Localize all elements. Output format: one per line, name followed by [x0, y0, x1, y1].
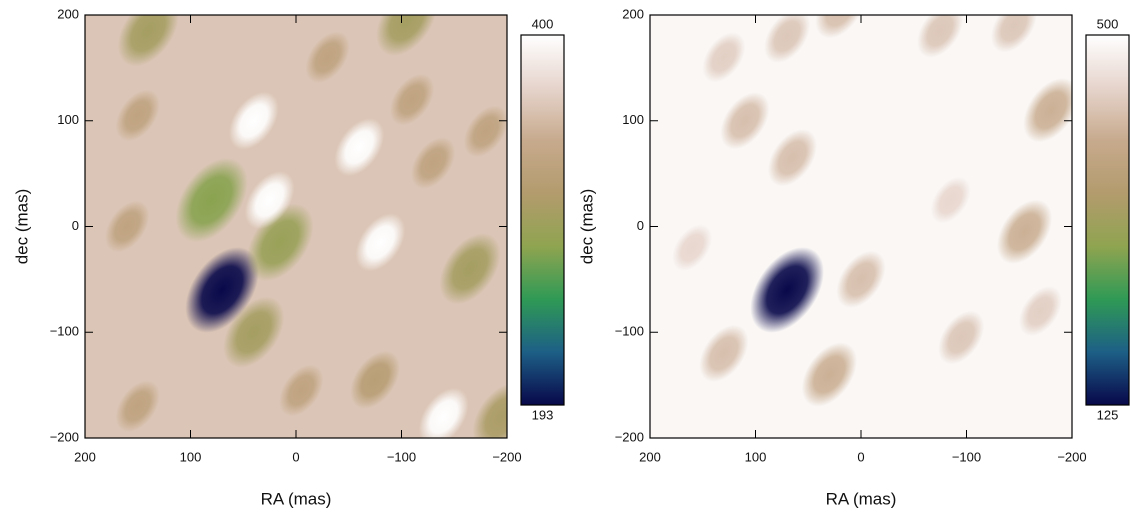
heatmap-feature [115, 380, 160, 433]
heatmap-feature [244, 171, 295, 230]
heatmap-panel: 200 100 0 −100 −200 −200 −100 0 100 200 RA (mas) de… [12, 6, 565, 508]
y-tick-label: −200 [615, 429, 644, 444]
x-tick-label: −100 [387, 449, 416, 464]
heatmap-feature [815, 15, 865, 39]
y-tick-label: 100 [622, 112, 644, 127]
y-tick-label: 0 [637, 218, 644, 233]
y-tick-label: −200 [50, 429, 79, 444]
y-axis-title: dec (mas) [12, 189, 31, 265]
heatmap-feature [439, 233, 501, 305]
heatmap-feature [996, 199, 1053, 264]
y-axis-title: dec (mas) [577, 189, 596, 265]
colorbar-tick-label: 125 [1097, 407, 1119, 422]
x-tick-label: −200 [1057, 449, 1086, 464]
heatmap-feature [1018, 286, 1062, 337]
colorbar-tick-label: 500 [1097, 16, 1119, 31]
heatmap-feature [175, 158, 248, 243]
heatmap-field [650, 15, 1072, 438]
heatmap-feature [334, 118, 385, 177]
x-tick-label: 100 [745, 449, 767, 464]
x-axis-title: RA (mas) [261, 489, 332, 508]
heatmap-panel: 200 100 0 −100 −200 −200 −100 0 100 200 RA (mas) de… [577, 6, 1130, 508]
colorbar-tick-label: 193 [532, 407, 554, 422]
heatmap-feature [702, 32, 746, 83]
heatmap-feature [105, 200, 150, 253]
heatmap-feature [764, 15, 811, 63]
colorbar-tick-label: 400 [532, 16, 554, 31]
heatmap-feature [699, 324, 749, 382]
heatmap-field [85, 15, 507, 438]
heatmap-feature [223, 296, 285, 368]
heatmap-feature [117, 15, 179, 67]
heatmap-feature [990, 15, 1037, 53]
heatmap-feature [767, 129, 817, 187]
colorbar [520, 34, 565, 406]
y-tick-label: 200 [57, 6, 79, 21]
heatmap-feature [115, 89, 160, 142]
heatmap-feature [917, 15, 964, 58]
y-tick-label: 100 [57, 112, 79, 127]
heatmap-feature [672, 224, 713, 271]
x-tick-label: 200 [639, 449, 661, 464]
x-tick-label: 200 [74, 449, 96, 464]
heatmap-feature [376, 15, 438, 56]
y-tick-label: 200 [622, 6, 644, 21]
heatmap-feature [750, 247, 824, 333]
heatmap-feature [279, 364, 324, 417]
x-tick-label: 0 [292, 449, 299, 464]
heatmap-feature [472, 382, 507, 438]
y-tick-label: −100 [615, 324, 644, 339]
x-axis-title: RA (mas) [826, 489, 897, 508]
heatmap-feature [938, 310, 985, 365]
x-tick-label: 100 [180, 449, 202, 464]
x-tick-label: −100 [952, 449, 981, 464]
heatmap-feature [463, 105, 507, 158]
x-tick-label: −200 [492, 449, 521, 464]
colorbar [1085, 34, 1130, 406]
y-tick-label: 0 [72, 218, 79, 233]
heatmap-feature [836, 250, 886, 308]
heatmap-feature [418, 387, 469, 438]
heatmap-feature [389, 73, 435, 126]
x-tick-label: 0 [857, 449, 864, 464]
heatmap-feature [930, 176, 971, 224]
y-tick-label: −100 [50, 324, 79, 339]
heatmap-feature [350, 350, 401, 409]
heatmap-feature [411, 137, 456, 189]
heatmap-feature [228, 91, 279, 150]
heatmap-feature [720, 92, 770, 150]
heatmap-feature [305, 31, 350, 84]
heatmap-feature [801, 342, 857, 407]
heatmap-feature [355, 213, 406, 272]
heatmap-feature [1023, 78, 1072, 143]
